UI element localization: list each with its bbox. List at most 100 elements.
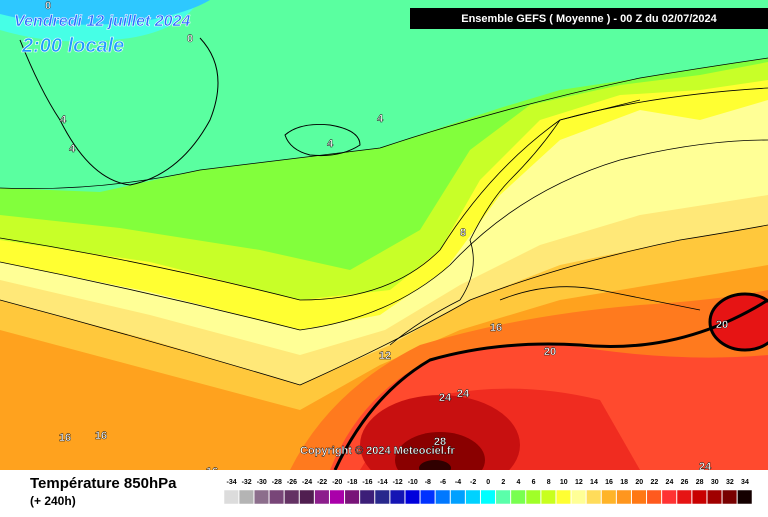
scale-swatch <box>525 489 541 505</box>
scale-swatch <box>420 489 436 505</box>
scale-label: 20 <box>635 479 643 486</box>
contour-label: 0 <box>45 0 51 12</box>
scale-swatch <box>223 489 239 505</box>
scale-label: -10 <box>408 479 418 486</box>
scale-swatch <box>631 489 647 505</box>
scale-label: -14 <box>377 479 387 486</box>
contour-label: 8 <box>460 227 466 239</box>
scale-swatch <box>465 489 481 505</box>
scale-label: 0 <box>486 479 490 486</box>
band-mint <box>0 0 768 192</box>
contour-label: 16 <box>95 430 107 442</box>
scale-label: 26 <box>681 479 689 486</box>
scale-label: -32 <box>242 479 252 486</box>
scale-label: 12 <box>575 479 583 486</box>
contour-line <box>0 87 768 301</box>
scale-swatch <box>616 489 632 505</box>
scale-swatch <box>661 489 677 505</box>
coastline-iceland <box>284 124 361 156</box>
scale-swatch <box>571 489 587 505</box>
scale-swatch <box>284 489 300 505</box>
scale-label: -24 <box>302 479 312 486</box>
scale-label: 24 <box>666 479 674 486</box>
coastline-greenland <box>19 37 219 186</box>
valid-date: Vendredi 12 juillet 2024 <box>14 13 190 30</box>
scale-label: 2 <box>501 479 505 486</box>
scale-label: -4 <box>455 479 461 486</box>
contour-line-bold <box>333 298 768 471</box>
scale-swatch <box>540 489 556 505</box>
scale-label: -6 <box>440 479 446 486</box>
scale-swatch <box>646 489 662 505</box>
contour-label: 4 <box>327 138 334 150</box>
valid-time: 2:00 locale <box>21 35 124 57</box>
scale-label: -16 <box>362 479 372 486</box>
contour-label: 12 <box>379 350 391 362</box>
scale-swatch <box>344 489 360 505</box>
footer-title: Température 850hPa <box>30 475 177 492</box>
scale-swatch <box>722 489 738 505</box>
scale-label: -30 <box>257 479 267 486</box>
sea-blue <box>0 0 210 25</box>
contour-label: 4 <box>69 143 76 155</box>
scale-label: -8 <box>425 479 431 486</box>
scale-label: -18 <box>347 479 357 486</box>
scale-swatch <box>510 489 526 505</box>
contour-label: 24 <box>439 392 452 404</box>
coastline-europe <box>389 99 701 346</box>
scale-swatch <box>329 489 345 505</box>
scale-swatch <box>480 489 496 505</box>
contour-label: 16 <box>490 322 502 334</box>
scale-label: -22 <box>317 479 327 486</box>
contour-line <box>0 57 768 190</box>
scale-label: 16 <box>605 479 613 486</box>
scale-swatch <box>435 489 451 505</box>
scale-label: 10 <box>560 479 568 486</box>
scale-swatch <box>555 489 572 505</box>
contour-label: 24 <box>457 388 470 400</box>
scale-label: 18 <box>620 479 628 486</box>
scale-label: 6 <box>532 479 536 486</box>
scale-label: -26 <box>287 479 297 486</box>
scale-swatch <box>737 489 753 505</box>
title-box <box>410 8 768 29</box>
scale-swatch <box>269 489 285 505</box>
scale-swatch <box>299 489 315 505</box>
scale-label: 34 <box>741 479 749 486</box>
scale-swatch <box>314 489 330 505</box>
contour-line <box>0 224 768 386</box>
scale-swatch <box>359 489 375 505</box>
scale-swatch <box>495 489 511 505</box>
scale-label: 14 <box>590 479 598 486</box>
scale-label: -20 <box>332 479 342 486</box>
contour-label: 28 <box>434 436 446 448</box>
scale-swatch <box>691 489 707 505</box>
scale-label: 32 <box>726 479 734 486</box>
color-scale: -34 -32 -30 -28 -26 -24 -22 -20 -18 -16 -14 -12 -10-… <box>223 479 753 505</box>
scale-swatch <box>601 489 617 505</box>
scale-label: -28 <box>272 479 282 486</box>
contour-line <box>0 139 768 331</box>
contour-label: 0 <box>187 33 193 45</box>
scale-swatch <box>238 489 254 505</box>
scale-label: 28 <box>696 479 704 486</box>
scale-label: 22 <box>650 479 658 486</box>
copyright: Copyright © 2024 Meteociel.fr <box>300 445 456 457</box>
temperature-field <box>0 0 768 495</box>
scale-swatch <box>253 489 270 505</box>
contour-label: 4 <box>60 114 67 126</box>
scale-swatch <box>676 489 692 505</box>
contour-label: 4 <box>377 113 384 125</box>
run-title: Ensemble GEFS ( Moyenne ) - 00 Z du 02/0… <box>461 13 717 25</box>
contour-label: 20 <box>544 346 556 358</box>
scale-label: 4 <box>516 479 520 486</box>
forecast-lead: (+ 240h) <box>30 494 76 508</box>
scale-label: 8 <box>547 479 551 486</box>
contour-label: 20 <box>716 319 728 331</box>
scale-swatch <box>450 489 466 505</box>
scale-swatch <box>586 489 602 505</box>
scale-swatch <box>706 489 723 505</box>
scale-swatch <box>389 489 405 505</box>
contour-label: 16 <box>59 432 71 444</box>
